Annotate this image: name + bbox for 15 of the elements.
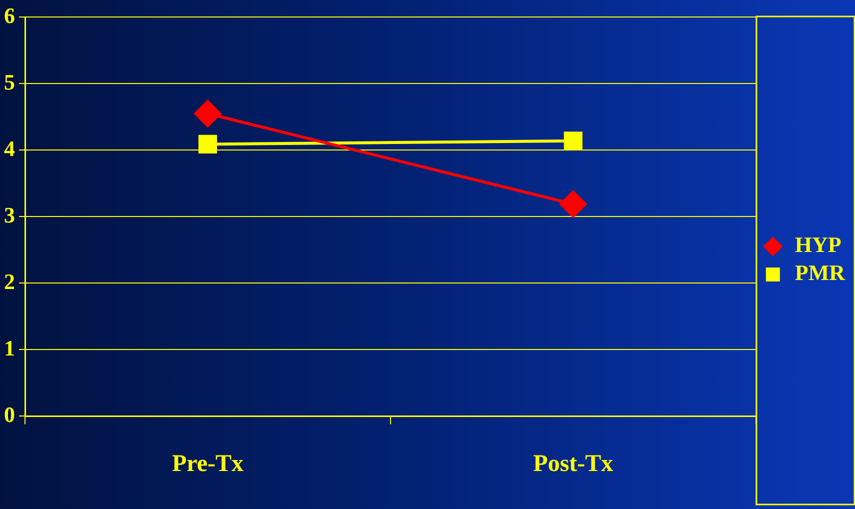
y-tick-label: 1 [4, 335, 15, 360]
x-tick-label: Post-Tx [533, 450, 614, 477]
legend-label: PMR [794, 260, 846, 286]
y-tick-label: 3 [4, 202, 15, 228]
y-tick-label: 4 [4, 136, 15, 161]
point [560, 190, 587, 218]
x-tick-label: Pre-Tx [172, 450, 244, 477]
point [198, 134, 218, 154]
y-tick-label: 0 [4, 402, 15, 427]
y-tick-label: 6 [4, 2, 15, 28]
point [194, 100, 222, 128]
y-tick-label: 2 [4, 268, 15, 294]
y-tick-label: 5 [4, 69, 15, 94]
point [564, 132, 582, 150]
legend-label: HYP [794, 232, 842, 258]
